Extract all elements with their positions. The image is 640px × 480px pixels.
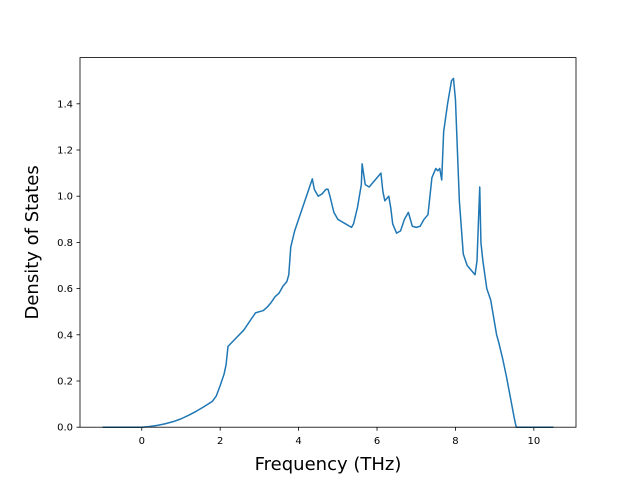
dos-series-line xyxy=(102,77,554,428)
y-tick-label: 0.6 xyxy=(57,284,73,295)
x-tick-label: 6 xyxy=(374,436,380,447)
y-tick-label: 0.0 xyxy=(57,423,73,434)
x-axis-ticks: 0 2 4 6 8 10 xyxy=(139,427,540,447)
y-axis-ticks: 0.0 0.2 0.4 0.6 0.8 1.0 1.2 1.4 xyxy=(57,99,80,434)
y-tick-label: 0.8 xyxy=(57,238,73,249)
y-tick-label: 1.2 xyxy=(57,146,73,157)
plot-frame xyxy=(79,57,577,428)
x-tick-label: 10 xyxy=(527,436,540,447)
x-axis-label: Frequency (THz) xyxy=(255,454,402,475)
y-tick-label: 1.0 xyxy=(57,192,73,203)
x-tick-label: 4 xyxy=(295,436,301,447)
y-tick-label: 1.4 xyxy=(57,99,73,110)
y-tick-label: 0.4 xyxy=(57,330,73,341)
x-tick-label: 0 xyxy=(139,436,145,447)
x-tick-label: 2 xyxy=(217,436,223,447)
x-tick-label: 8 xyxy=(452,436,458,447)
y-axis-label: Density of States xyxy=(22,165,43,319)
y-tick-label: 0.2 xyxy=(57,377,73,388)
